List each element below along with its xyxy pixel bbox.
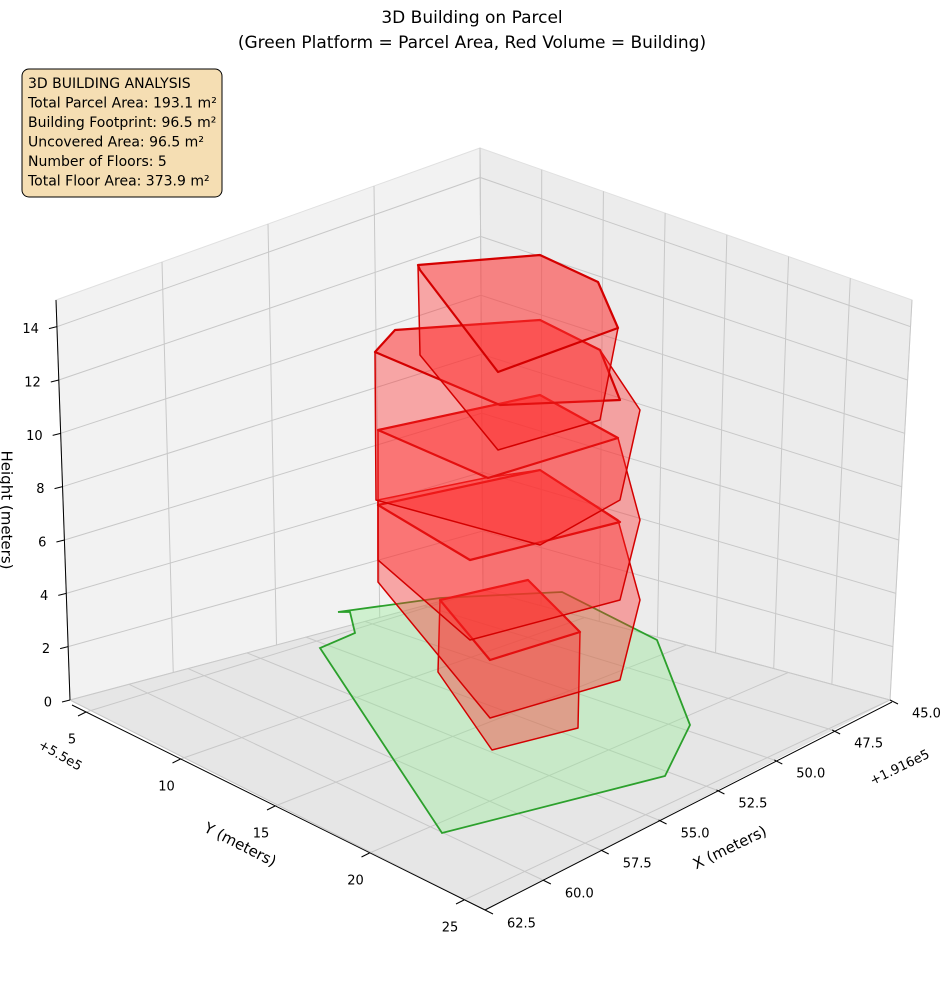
x-axis [484,701,893,911]
info-line: Total Floor Area: 373.9 m² [27,174,210,190]
z-tick-label: 14 [22,322,39,337]
x-tick [484,909,494,915]
z-tick [52,432,61,436]
info-line: 3D BUILDING ANALYSIS [28,76,191,92]
grid-line [274,644,687,807]
y-tick [172,758,181,764]
grid-line [373,185,381,618]
z-tick-label: 0 [44,696,52,711]
info-line: Number of Floors: 5 [28,154,167,170]
y-offset: +5.5e5 [36,738,85,775]
info-line: Total Parcel Area: 193.1 m² [27,96,217,112]
grid-line [369,672,789,854]
floor-4-top [373,318,622,407]
z-tick-label: 10 [26,429,43,444]
info-box [21,68,223,198]
z-tick [56,539,65,543]
z-tick [60,646,69,650]
z-tick-label: 2 [42,642,50,657]
z-tick [58,592,67,596]
grid-line [598,191,604,622]
info-lines: 3D BUILDING ANALYSIS Total Parcel Area: 1… [27,76,217,190]
x-tick-label: 47.5 [854,737,883,752]
y-tick [361,852,370,858]
z-tick-label: 4 [40,589,48,604]
y-axis [71,704,486,911]
grid-line [180,617,585,760]
y-tick [455,899,465,905]
z-tick-label: 6 [38,536,46,551]
x-tick-label: 45.0 [912,707,941,722]
floor-2-top [376,468,622,562]
parcel [318,591,691,835]
grid-line [161,261,174,673]
y-tick-label: 5 [68,733,76,748]
info-line: Building Footprint: 96.5 m² [28,115,216,131]
x-tick [716,789,725,795]
floor-2 [377,469,641,719]
y-tick [77,711,87,717]
y-tick-label: 20 [347,874,364,889]
z-tick [54,486,63,490]
grid-line [85,589,484,713]
grid-line [656,213,666,638]
grid [55,147,913,911]
z-tick [61,699,71,703]
building [373,253,641,751]
floor-3-top [376,393,620,480]
x-tick [542,879,552,885]
grid-line [463,699,891,901]
x-tick-label: 52.5 [738,797,767,812]
y-tick [266,805,276,811]
info-line: Uncovered Area: 96.5 m² [28,135,204,151]
floor-5-top [416,253,620,374]
z-tick [48,326,58,330]
z-tick-label: 8 [36,482,44,497]
grid-line [889,299,913,701]
z-axis [55,299,71,701]
x-tick-label: 55.0 [681,827,710,842]
chart-title: 3D Building on Parcel [381,8,562,28]
x-tick-label: 62.5 [507,917,536,932]
x-tick-label: 57.5 [623,857,652,872]
y-tick-label: 10 [158,780,175,795]
y-tick-label: 25 [442,921,459,936]
x-tick [889,699,899,705]
x-tick [658,819,667,825]
x-tick-label: 60.0 [565,887,594,902]
y-tick-label: 15 [253,827,270,842]
x-offset: +1.916e5 [868,747,932,789]
z-tick [50,379,59,383]
grid-line [715,234,728,653]
grid-line [540,169,543,606]
grid-line [267,223,277,646]
x-tick [774,759,783,765]
x-tick [831,729,841,735]
floor-1-top [438,578,582,662]
z-axis-label: Height (meters) [0,451,16,570]
chart-subtitle: (Green Platform = Parcel Area, Red Volum… [238,33,706,53]
grid-line [479,147,484,591]
x-tick-label: 50.0 [796,767,825,782]
grid-line [831,278,851,685]
x-tick [600,849,609,855]
grid-line [773,256,790,669]
z-tick-label: 12 [24,376,41,391]
